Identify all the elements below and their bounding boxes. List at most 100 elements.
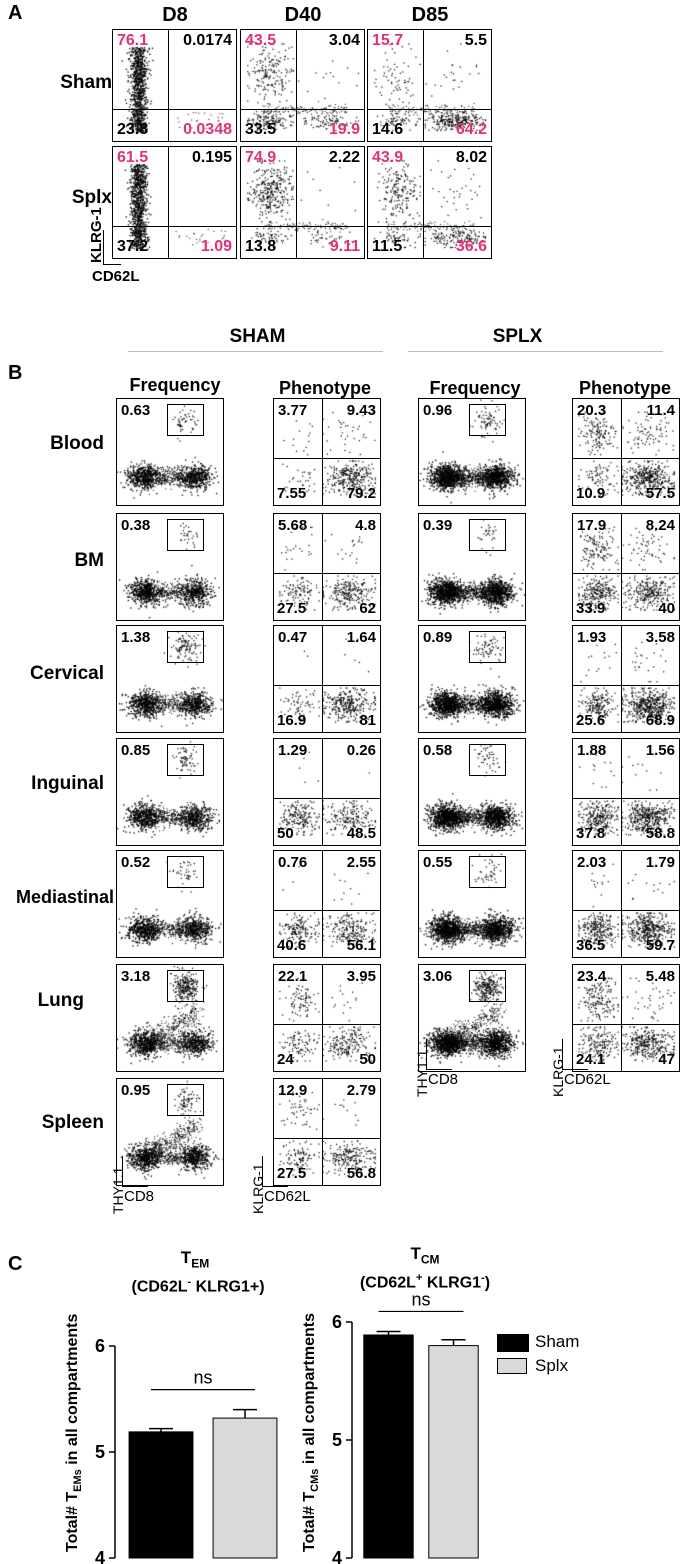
gate-box (167, 744, 204, 776)
quadrant-value-br: 64.2 (455, 121, 487, 138)
flow-plot-d40-splx: 74.9 2.22 13.8 9.11 (240, 146, 365, 259)
frequency-value: 0.52 (121, 854, 151, 871)
frequency-plot-splx-cervical: 0.89 (418, 625, 526, 733)
quadrant-hline (573, 685, 679, 686)
quadrant-value-tr: 9.43 (346, 402, 376, 419)
phenotype-plot-splx-mediastinal: 2.03 1.79 36.5 59.7 (572, 850, 680, 958)
frequency-value: 0.63 (121, 402, 151, 419)
frequency-plot-sham-cervical: 1.38 (116, 625, 224, 733)
quadrant-value-tl: 23.4 (577, 968, 607, 985)
flow-plot-dots (241, 30, 364, 141)
row-label-splx: Splx (71, 187, 112, 208)
quadrant-value-tr: 5.48 (645, 968, 675, 985)
frequency-plot-sham-mediastinal: 0.52 (116, 850, 224, 958)
quadrant-value-tr: 2.22 (328, 149, 360, 166)
quadrant-value-bl: 36.5 (576, 937, 606, 954)
quadrant-hline (274, 1138, 380, 1139)
phenotype-plot-sham-bm: 5.68 4.8 27.5 62 (273, 513, 381, 621)
quadrant-value-tr: 0.0174 (183, 32, 232, 49)
quadrant-value-br: 0.0348 (183, 121, 232, 138)
chart1-significance-label: ns (193, 1368, 212, 1388)
gate-box (469, 404, 506, 436)
quadrant-value-tr: 8.02 (455, 149, 487, 166)
chart2-subtitle-sup: + (415, 1272, 423, 1284)
quadrant-value-tl: 1.88 (577, 742, 607, 759)
phenotype-plot-splx-lung: 23.4 5.48 24.1 47 (572, 964, 680, 1072)
frequency-plot-sham-inguinal: 0.85 (116, 738, 224, 846)
tissue-label-inguinal: Inguinal (31, 773, 104, 794)
quadrant-value-tl: 2.03 (577, 854, 607, 871)
gate-box (469, 856, 506, 888)
panel-a-x-axis-label: CD62L (92, 268, 140, 285)
chart2-ytick-label: 5 (332, 1430, 342, 1450)
day-header-d85: D85 (411, 4, 449, 26)
splx-frequency-y-arrow (426, 1039, 427, 1069)
tissue-label-cervical: Cervical (30, 663, 104, 684)
col-header-splx-phenotype: Phenotype (578, 378, 671, 398)
splx-phenotype-x-axis-label: CD62L (564, 1071, 611, 1088)
quadrant-hline (241, 109, 364, 110)
frequency-value: 0.39 (423, 517, 453, 534)
panel-label-a: A (8, 2, 23, 24)
frequency-value: 3.18 (121, 968, 151, 985)
quadrant-vline (322, 514, 323, 620)
chart2-bar-sham (363, 1334, 414, 1559)
quadrant-hline (274, 910, 380, 911)
chart2-subtitle-b: KLRG1 (422, 1274, 482, 1292)
quadrant-value-br: 47 (658, 1051, 675, 1068)
frequency-plot-sham-lung: 3.18 (116, 964, 224, 1072)
phenotype-plot-sham-spleen: 12.9 2.79 27.5 56.8 (273, 1078, 381, 1186)
phenotype-plot-dots (573, 965, 679, 1071)
tissue-label-mediastinal: Mediastinal (15, 887, 114, 907)
frequency-value: 0.95 (121, 1082, 151, 1099)
chart1-ytick-label: 4 (95, 1548, 105, 1564)
bar-charts: 4 5 6 ns 4 5 6 ns (95, 1290, 479, 1564)
quadrant-value-br: 36.6 (455, 238, 487, 255)
chart1-bar-sham (128, 1431, 194, 1559)
chart2-subtitle-sup2: - (481, 1272, 485, 1284)
gate-box (469, 744, 506, 776)
quadrant-value-bl: 33.5 (245, 121, 277, 138)
chart1-ytick-label: 5 (95, 1442, 105, 1462)
quadrant-value-bl: 23.8 (117, 121, 149, 138)
col-header-sham-phenotype: Phenotype (278, 378, 371, 398)
frequency-value: 1.38 (121, 629, 151, 646)
splx-frequency-x-arrow (426, 1069, 452, 1070)
chart1-subtitle-b: KLRG1+) (191, 1278, 265, 1296)
flow-plot-d40-sham: 43.5 3.04 33.5 19.9 (240, 29, 365, 142)
quadrant-vline (322, 399, 323, 505)
quadrant-value-bl: 37.8 (576, 825, 606, 842)
gate-box (167, 970, 204, 1002)
quadrant-value-tr: 0.26 (346, 742, 376, 759)
frequency-plot-dots (117, 965, 223, 1071)
phenotype-plot-sham-lung: 22.1 3.95 24 50 (273, 964, 381, 1072)
quadrant-value-tl: 17.9 (577, 517, 607, 534)
quadrant-hline (573, 573, 679, 574)
quadrant-value-bl: 13.8 (245, 238, 277, 255)
legend-label-sham: Sham (535, 1332, 580, 1351)
phenotype-plot-splx-inguinal: 1.88 1.56 37.8 58.8 (572, 738, 680, 846)
frequency-plot-dots (117, 1079, 223, 1185)
quadrant-vline (168, 147, 169, 258)
quadrant-vline (621, 514, 622, 620)
quadrant-value-tl: 43.9 (372, 149, 404, 166)
quadrant-value-tr: 4.8 (355, 517, 376, 534)
chart2-ytick-label: 6 (332, 1312, 342, 1332)
frequency-value: 0.89 (423, 629, 453, 646)
chart2-title-sub: CM (420, 1252, 440, 1267)
gate-box (167, 404, 204, 436)
quadrant-value-br: 19.9 (328, 121, 360, 138)
quadrant-value-bl: 11.5 (372, 238, 403, 255)
phenotype-plot-splx-bm: 17.9 8.24 33.9 40 (572, 513, 680, 621)
phenotype-plot-dots (274, 1079, 380, 1185)
quadrant-value-br: 1.09 (200, 238, 232, 255)
frequency-value: 0.38 (121, 517, 151, 534)
quadrant-value-bl: 25.6 (576, 712, 606, 729)
frequency-plot-splx-blood: 0.96 (418, 398, 526, 506)
quadrant-value-br: 79.2 (346, 485, 376, 502)
quadrant-vline (423, 147, 424, 258)
flow-plot-dots (113, 147, 236, 258)
quadrant-value-tl: 3.77 (278, 402, 308, 419)
gate-box (469, 519, 506, 551)
phenotype-plot-dots (573, 514, 679, 620)
